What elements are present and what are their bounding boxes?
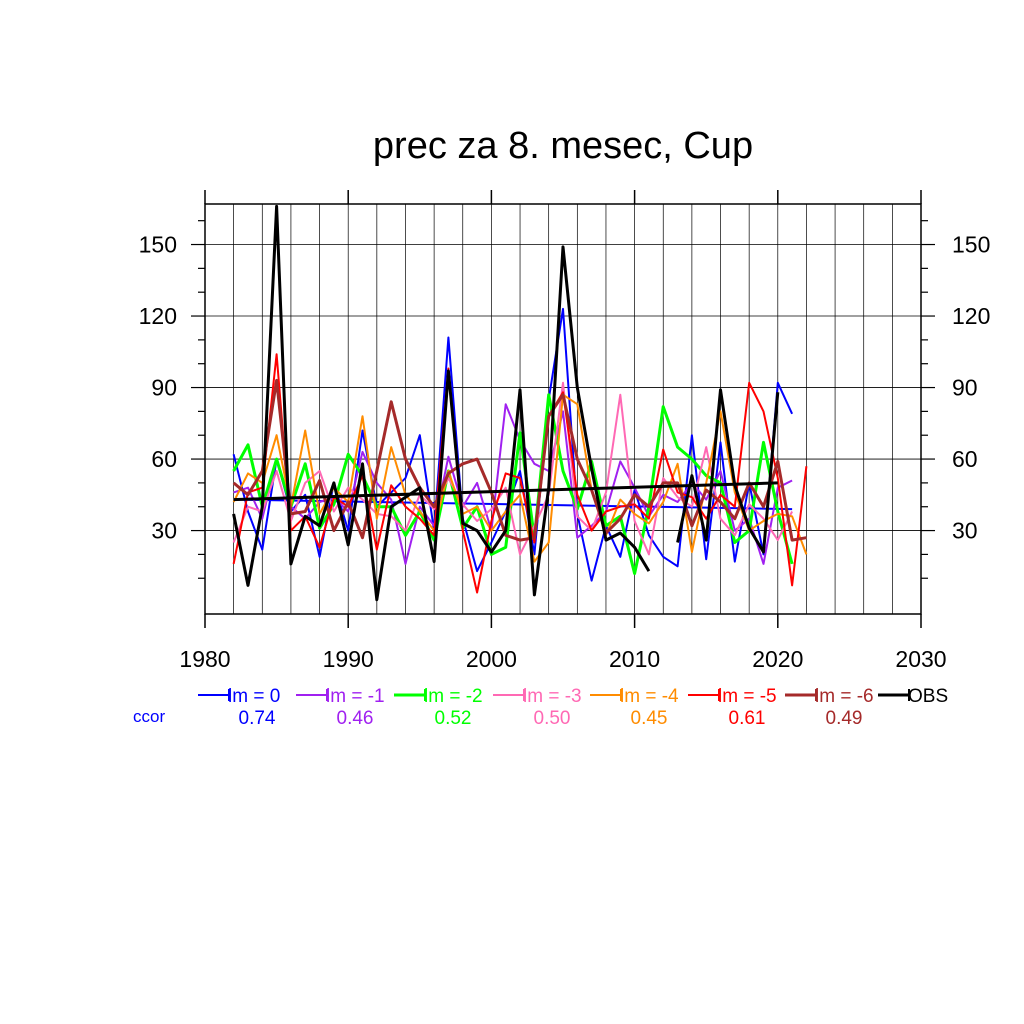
y-tick-label-right: 60 xyxy=(952,446,978,472)
axes: 1980 1990 2000 2010 2020 2030 30 30 60 60 90 90 120 1… xyxy=(139,190,990,672)
y-tick-label-left: 90 xyxy=(151,375,177,401)
x-tick-label: 2020 xyxy=(752,646,803,672)
legend-label: lm = -6 xyxy=(815,686,874,707)
x-tick-label: 1980 xyxy=(179,646,230,672)
trend-line-7 xyxy=(233,481,778,502)
legend-label: lm = -2 xyxy=(424,686,483,707)
ccor-value: 0.45 xyxy=(631,708,668,729)
y-tick-label-right: 90 xyxy=(952,375,978,401)
legend-label: lm = -1 xyxy=(326,686,385,707)
y-tick-label-right: 30 xyxy=(952,518,978,544)
ccor-value: 0.74 xyxy=(239,708,276,729)
y-tick-label-right: 150 xyxy=(952,232,990,258)
y-tick-label-left: 30 xyxy=(151,518,177,544)
legend-label: lm = -3 xyxy=(523,686,582,707)
y-tick-label-right: 120 xyxy=(952,303,990,329)
plot-frame xyxy=(204,203,922,615)
legend-label: lm = -5 xyxy=(718,686,777,707)
ccor-value: 0.52 xyxy=(435,708,472,729)
y-tick-label-left: 120 xyxy=(139,303,177,329)
x-tick-label: 2010 xyxy=(609,646,660,672)
y-tick-label-left: 150 xyxy=(139,232,177,258)
y-tick-label-left: 60 xyxy=(151,446,177,472)
ccor-label: ccor xyxy=(133,707,165,726)
ccor-value: 0.50 xyxy=(534,708,571,729)
x-tick-label: 1990 xyxy=(323,646,374,672)
series-line-3 xyxy=(232,381,793,556)
x-tick-label: 2030 xyxy=(895,646,946,672)
ccor-value: 0.61 xyxy=(729,708,766,729)
legend-label: OBS xyxy=(908,686,948,707)
ccor-value: 0.49 xyxy=(826,708,863,729)
legend-label: lm = -4 xyxy=(620,686,679,707)
legend-label: lm = 0 xyxy=(228,686,280,707)
chart-title: prec za 8. mesec, Cup xyxy=(373,125,753,167)
x-tick-label: 2000 xyxy=(466,646,517,672)
ccor-value: 0.46 xyxy=(337,708,374,729)
series-lines xyxy=(232,204,808,602)
